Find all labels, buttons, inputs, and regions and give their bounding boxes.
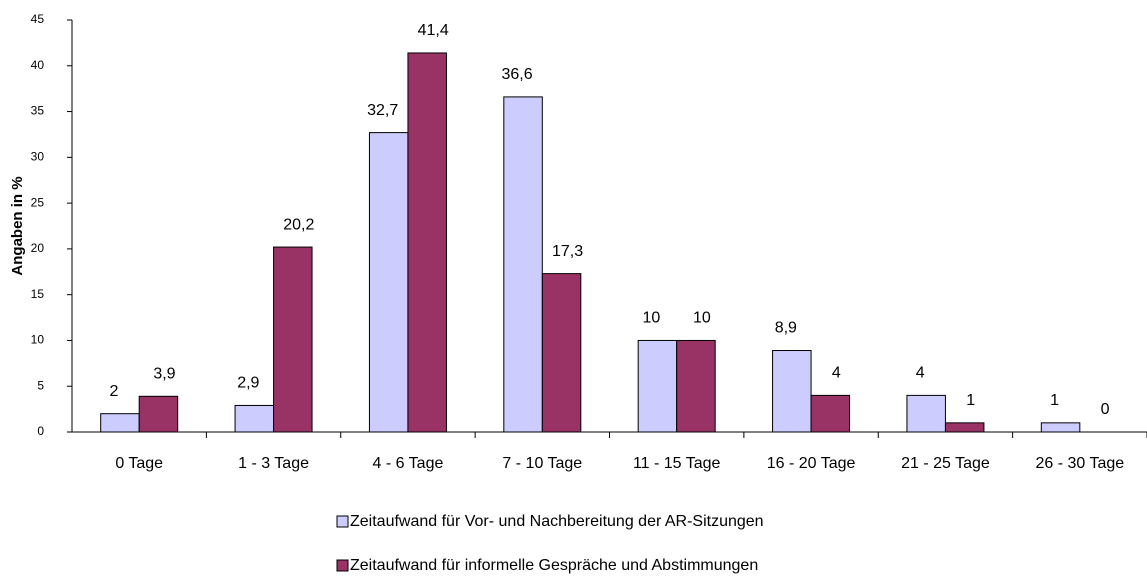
value-label: 41,4 [418, 22, 449, 39]
x-tick-label: 26 - 30 Tage [1035, 455, 1124, 472]
x-tick-label: 7 - 10 Tage [502, 455, 582, 472]
bar [138, 395, 179, 433]
legend-swatch [336, 559, 349, 572]
value-label: 4 [832, 365, 841, 382]
value-label: 0 [1101, 401, 1110, 418]
bar [676, 339, 716, 433]
bar [234, 404, 275, 433]
bar [772, 350, 812, 433]
y-tick-label: 40 [31, 58, 45, 72]
bar [906, 394, 946, 433]
value-label: 3,9 [153, 366, 175, 383]
value-label: 8,9 [775, 320, 797, 337]
value-label: 32,7 [367, 102, 398, 119]
y-tick-label: 25 [31, 195, 45, 209]
legend-swatch [336, 515, 349, 528]
bar [637, 339, 678, 433]
y-tick-label: 5 [37, 378, 44, 392]
value-label: 17,3 [552, 243, 583, 260]
y-tick-label: 20 [31, 241, 45, 255]
y-tick-label: 45 [31, 12, 45, 26]
y-axis-label: Angaben in % [9, 176, 26, 275]
value-label: 1 [966, 392, 975, 409]
value-label: 4 [916, 365, 925, 382]
bar [1040, 422, 1081, 433]
x-tick-label: 4 - 6 Tage [373, 455, 444, 472]
bar [541, 273, 582, 433]
bar [503, 96, 543, 433]
value-label: 36,6 [501, 66, 532, 83]
value-label: 2,9 [237, 375, 259, 392]
y-tick-label: 15 [31, 287, 45, 301]
legend-label: Zeitaufwand für Vor- und Nachbereitung d… [350, 513, 764, 530]
y-tick-label: 35 [31, 104, 45, 118]
bar [368, 132, 409, 433]
y-tick-label: 10 [31, 333, 45, 347]
y-tick-label: 30 [31, 150, 45, 164]
y-tick-label: 0 [37, 424, 44, 438]
x-tick-label: 1 - 3 Tage [238, 455, 309, 472]
value-label: 20,2 [283, 216, 314, 233]
bar [100, 413, 140, 433]
value-label: 2 [109, 383, 118, 400]
legend-label: Zeitaufwand für informelle Gespräche und… [350, 557, 758, 574]
value-label: 10 [643, 310, 661, 327]
x-tick-label: 21 - 25 Tage [901, 455, 990, 472]
bar [273, 246, 313, 433]
bar [810, 394, 851, 433]
bar [407, 52, 447, 433]
x-tick-label: 16 - 20 Tage [767, 455, 856, 472]
bar [944, 422, 985, 433]
x-tick-label: 11 - 15 Tage [633, 455, 721, 472]
value-label: 1 [1050, 392, 1059, 409]
x-tick-label: 0 Tage [115, 455, 163, 472]
value-label: 10 [693, 310, 711, 327]
